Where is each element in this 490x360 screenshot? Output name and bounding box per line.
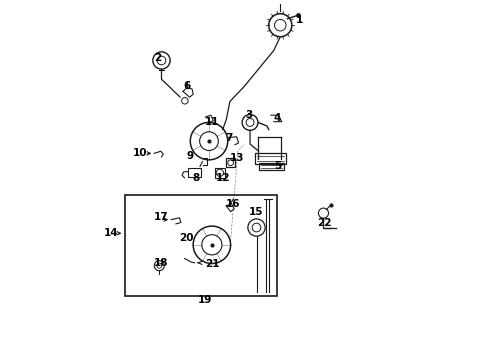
Bar [125, 195, 277, 296]
Text: 14: 14 [104, 228, 119, 238]
Bar [226, 158, 235, 167]
Text: 18: 18 [154, 258, 169, 268]
Text: 3: 3 [245, 110, 252, 120]
Text: 12: 12 [216, 173, 230, 183]
Text: 2: 2 [154, 53, 162, 63]
Text: 22: 22 [317, 218, 332, 228]
Text: 1: 1 [295, 15, 303, 25]
Text: 17: 17 [154, 212, 169, 222]
Text: 16: 16 [226, 199, 241, 210]
Bar [188, 168, 201, 177]
Text: 13: 13 [230, 153, 245, 163]
Text: 9: 9 [187, 150, 194, 161]
Text: 8: 8 [193, 173, 200, 183]
Text: 11: 11 [205, 117, 219, 127]
Text: 20: 20 [179, 233, 194, 243]
Text: 4: 4 [274, 113, 281, 123]
Bar [259, 163, 284, 170]
Text: 10: 10 [133, 148, 147, 158]
Text: 5: 5 [274, 161, 281, 171]
Text: 7: 7 [225, 132, 233, 143]
Text: 15: 15 [248, 207, 263, 217]
Text: 19: 19 [197, 294, 212, 305]
Bar [255, 153, 286, 164]
Bar [215, 168, 225, 178]
Text: 6: 6 [184, 81, 191, 91]
Text: 21: 21 [205, 259, 219, 269]
